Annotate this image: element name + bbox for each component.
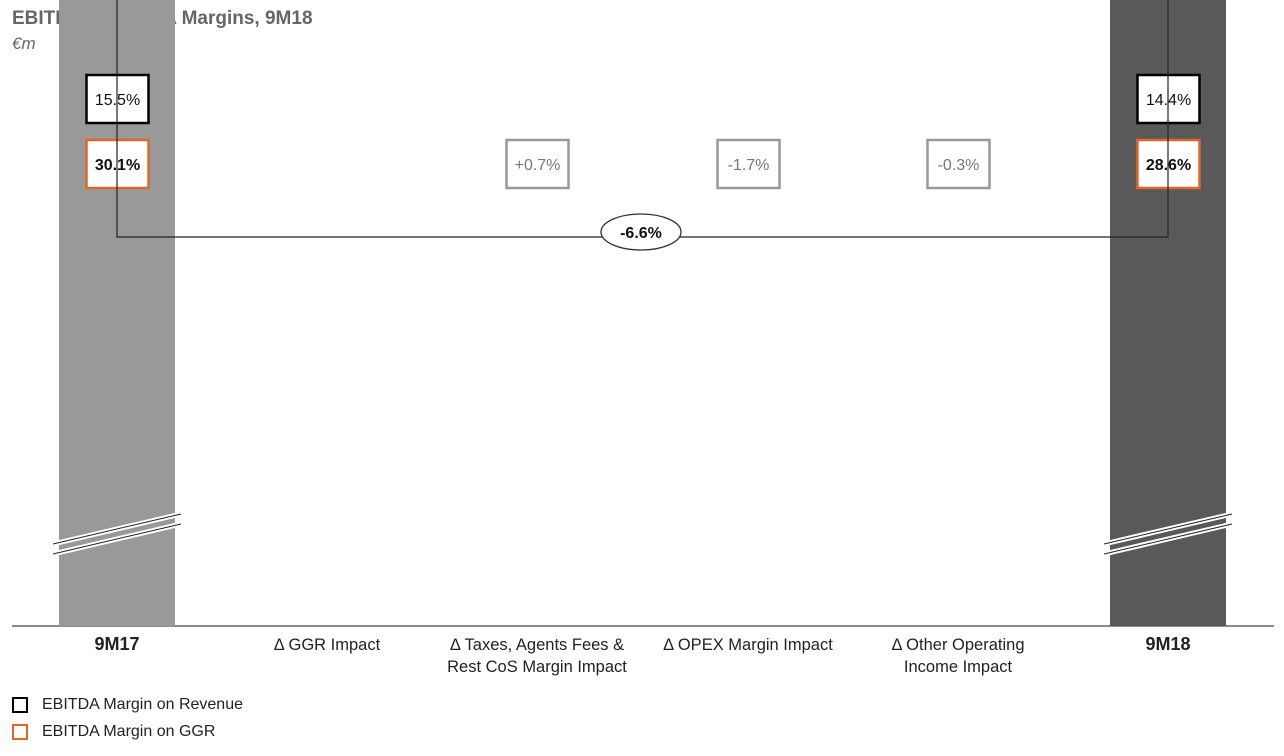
category-label: Δ GGR Impact bbox=[274, 636, 381, 654]
axis-break-mark bbox=[1103, 513, 1233, 545]
change-annotation-oval bbox=[600, 213, 682, 251]
category-label: Δ OPEX Margin Impact bbox=[663, 636, 833, 654]
category-label: 9M18 bbox=[1145, 634, 1190, 654]
ggr-margin-delta-box bbox=[716, 138, 781, 190]
ggr-margin-delta-value: +0.7% bbox=[515, 157, 561, 174]
category-label: 9M17 bbox=[94, 634, 139, 654]
chart-unit: €m bbox=[12, 34, 36, 53]
ggr-margin-delta-value: -1.7% bbox=[728, 157, 770, 174]
legend-swatch-revenue bbox=[12, 697, 28, 713]
legend-item-revenue-margin: EBITDA Margin on Revenue bbox=[12, 696, 243, 714]
legend-item-ggr-margin: EBITDA Margin on GGR bbox=[12, 723, 215, 741]
category-label: Δ Other Operating bbox=[891, 636, 1024, 654]
change-bracket-line bbox=[116, 0, 1169, 238]
axis-break-mark bbox=[52, 523, 182, 555]
ggr-margin-delta-box bbox=[926, 138, 991, 190]
axis-break-mark bbox=[1103, 523, 1233, 555]
category-label: Rest CoS Margin Impact bbox=[447, 658, 627, 676]
change-annotation-text: -6.6% bbox=[620, 225, 662, 242]
axis-break-mark bbox=[52, 513, 182, 545]
legend-label: EBITDA Margin on Revenue bbox=[42, 696, 243, 713]
legend-label: EBITDA Margin on GGR bbox=[42, 723, 216, 740]
legend-swatch-ggr bbox=[12, 724, 28, 740]
category-label: Income Impact bbox=[904, 658, 1013, 676]
ggr-margin-delta-value: -0.3% bbox=[938, 157, 980, 174]
ggr-margin-delta-box bbox=[505, 138, 570, 190]
category-label: Δ Taxes, Agents Fees & bbox=[450, 636, 624, 654]
